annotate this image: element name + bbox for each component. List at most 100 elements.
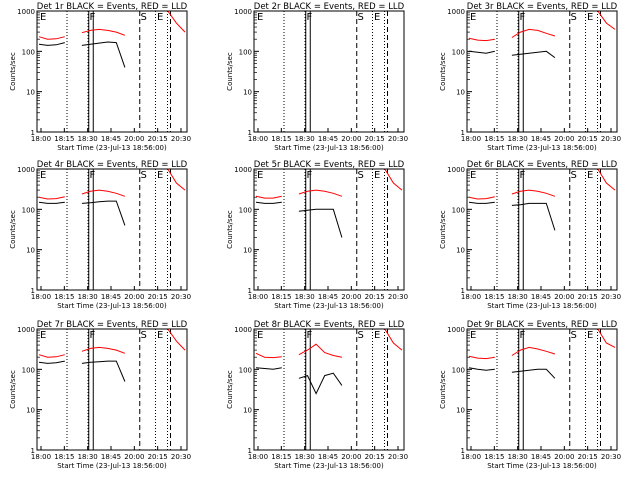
event-marker-label: E <box>257 12 263 23</box>
y-tick-label: 1000 <box>17 8 35 16</box>
y-tick-label: 10 <box>26 247 35 255</box>
lld-series-line <box>255 168 403 199</box>
detector-panel: Det 3r BLACK = Events, RED = LLD 1 10 100 10… <box>439 2 621 152</box>
y-tick-label: 100 <box>22 206 35 214</box>
x-tick-label: 18:00 <box>31 135 51 143</box>
y-tick-label: 1 <box>248 447 252 455</box>
y-tick-label: 10 <box>456 89 465 97</box>
panel-title: Det 1r BLACK = Events, RED = LLD <box>37 2 188 12</box>
x-tick-label: 20:30 <box>601 293 621 301</box>
x-axis-label: Start Time (23-Jul-13 18:56:00) <box>487 462 597 470</box>
y-tick-label: 1 <box>248 129 252 137</box>
y-tick-label: 1 <box>461 447 465 455</box>
events-series-line <box>39 42 185 67</box>
plot-frame <box>466 168 618 291</box>
event-marker-label: F <box>90 12 96 23</box>
detector-panel: Det 2r BLACK = Events, RED = LLD 1 10 100 10… <box>226 2 408 152</box>
x-tick-label: 20:00 <box>341 293 361 301</box>
y-axis-label: Counts/sec <box>226 370 234 409</box>
detector-panel: Det 5r BLACK = Events, RED = LLD 1 10 100 10… <box>226 160 408 310</box>
y-tick-label: 10 <box>243 247 252 255</box>
events-series-line <box>39 201 185 225</box>
plot-frame <box>466 10 618 133</box>
event-marker-label: S <box>141 12 147 23</box>
event-marker-label: S <box>571 170 577 181</box>
y-tick-label: 1 <box>461 129 465 137</box>
y-tick-label: 10 <box>456 247 465 255</box>
events-series-line <box>39 361 185 381</box>
x-tick-label: 18:30 <box>295 293 315 301</box>
lld-series-line <box>255 328 403 359</box>
plot-frame <box>253 168 405 291</box>
event-marker-label: F <box>520 330 526 341</box>
y-tick-label: 100 <box>452 48 465 56</box>
y-axis-label: Counts/sec <box>439 210 447 249</box>
y-tick-label: 100 <box>452 206 465 214</box>
panel-title: Det 7r BLACK = Events, RED = LLD <box>37 320 188 330</box>
y-tick-label: 1000 <box>447 166 465 174</box>
x-tick-label: 18:15 <box>271 293 291 301</box>
x-tick-label: 18:45 <box>101 293 121 301</box>
y-tick-label: 1000 <box>234 326 252 334</box>
event-marker-label: F <box>520 170 526 181</box>
y-tick-label: 100 <box>239 366 252 374</box>
x-tick-label: 18:30 <box>78 135 98 143</box>
x-tick-label: 20:30 <box>171 293 191 301</box>
x-tick-label: 18:45 <box>531 135 551 143</box>
x-tick-label: 20:00 <box>554 453 574 461</box>
x-tick-label: 18:15 <box>484 453 504 461</box>
x-tick-label: 20:15 <box>365 135 385 143</box>
x-tick-label: 20:30 <box>171 135 191 143</box>
y-tick-label: 1000 <box>17 326 35 334</box>
x-tick-label: 18:30 <box>508 135 528 143</box>
detector-panel: Det 9r BLACK = Events, RED = LLD 1 10 100 10… <box>439 320 621 470</box>
x-tick-label: 20:30 <box>601 135 621 143</box>
y-tick-label: 100 <box>239 48 252 56</box>
y-tick-label: 100 <box>452 366 465 374</box>
y-tick-label: 1000 <box>447 326 465 334</box>
x-tick-label: 20:30 <box>388 135 408 143</box>
y-axis-label: Counts/sec <box>226 52 234 91</box>
x-tick-label: 18:45 <box>101 453 121 461</box>
x-tick-label: 18:45 <box>318 293 338 301</box>
event-marker-label: E <box>587 330 593 341</box>
x-tick-label: 18:00 <box>248 293 268 301</box>
lld-series-line <box>38 10 186 40</box>
event-marker-label: S <box>358 12 364 23</box>
y-tick-label: 10 <box>456 407 465 415</box>
x-tick-label: 18:15 <box>54 453 74 461</box>
plot-frame <box>253 10 405 133</box>
y-axis-label: Counts/sec <box>439 52 447 91</box>
x-tick-label: 20:30 <box>601 453 621 461</box>
x-tick-label: 20:00 <box>124 293 144 301</box>
x-tick-label: 18:15 <box>54 293 74 301</box>
y-axis-label: Counts/sec <box>9 52 17 91</box>
y-tick-label: 1 <box>31 129 35 137</box>
x-axis-label: Start Time (23-Jul-13 18:56:00) <box>274 302 384 310</box>
x-tick-label: 20:30 <box>388 453 408 461</box>
y-axis-label: Counts/sec <box>9 210 17 249</box>
x-tick-label: 18:00 <box>461 293 481 301</box>
y-tick-label: 100 <box>22 366 35 374</box>
panel-title: Det 6r BLACK = Events, RED = LLD <box>467 160 618 170</box>
x-axis-label: Start Time (23-Jul-13 18:56:00) <box>487 144 597 152</box>
y-tick-label: 1000 <box>234 166 252 174</box>
y-axis-label: Counts/sec <box>9 370 17 409</box>
x-tick-label: 18:45 <box>318 135 338 143</box>
event-marker-label: E <box>40 170 46 181</box>
x-tick-label: 18:15 <box>54 135 74 143</box>
event-marker-label: E <box>470 330 476 341</box>
events-series-line <box>469 202 615 230</box>
event-marker-label: E <box>587 12 593 23</box>
y-tick-label: 10 <box>26 89 35 97</box>
x-tick-label: 18:30 <box>78 293 98 301</box>
plot-frame <box>36 168 188 291</box>
detector-panel: Det 1r BLACK = Events, RED = LLD 1 10 100 10… <box>9 2 191 152</box>
event-marker-label: E <box>374 330 380 341</box>
y-tick-label: 1000 <box>447 8 465 16</box>
events-series-line <box>469 39 615 57</box>
y-tick-label: 100 <box>239 206 252 214</box>
lld-series-line <box>468 10 616 42</box>
x-axis-label: Start Time (23-Jul-13 18:56:00) <box>57 144 167 152</box>
plot-frame <box>36 10 188 133</box>
